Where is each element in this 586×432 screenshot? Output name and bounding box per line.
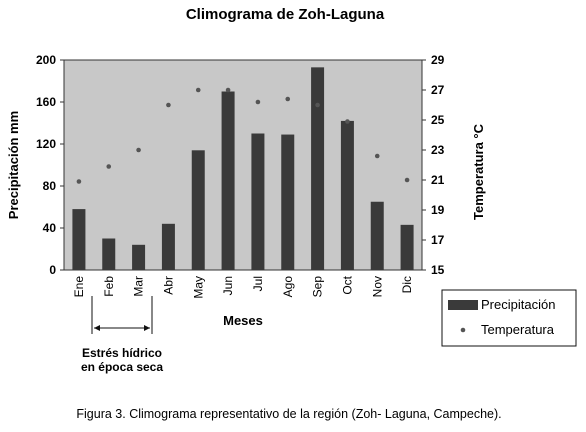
figure-caption: Figura 3. Climograma representativo de l…	[76, 407, 501, 421]
month-label-abr: Abr	[161, 276, 175, 295]
month-label-dic: Dic	[400, 276, 414, 293]
right-tick-label: 19	[431, 203, 445, 217]
right-tick-label: 21	[431, 173, 445, 187]
legend-temperature-label: Temperatura	[481, 322, 555, 337]
left-tick-label: 120	[36, 137, 56, 151]
temperature-point-abr	[166, 102, 171, 108]
right-tick-label: 29	[431, 53, 445, 67]
precipitation-bar-jul	[251, 133, 265, 270]
temperature-point-ene	[76, 179, 82, 184]
precipitation-bar-ene	[72, 209, 86, 270]
left-axis-ticks: 0 40 80 120 160 200	[36, 53, 64, 277]
temperature-point-jul	[255, 99, 261, 105]
month-label-ago: Ago	[281, 276, 295, 298]
month-label-mar: Mar	[132, 276, 146, 297]
precipitation-bar-oct	[340, 120, 354, 271]
precipitation-bar-jun	[221, 91, 235, 270]
left-tick-label: 0	[49, 263, 56, 277]
month-label-sep: Sep	[311, 276, 325, 298]
temperature-point-mar	[136, 147, 141, 153]
temperature-points	[76, 87, 410, 184]
temperature-point-dic	[404, 177, 410, 183]
month-label-jul: Jul	[251, 276, 265, 291]
precipitation-bars	[72, 67, 414, 271]
annotation-line-2: en época seca	[81, 360, 163, 374]
legend-box	[441, 289, 577, 347]
temperature-point-sep	[315, 102, 320, 108]
precipitation-bar-mar	[132, 244, 146, 270]
legend-precipitation-label: Precipitación	[481, 297, 555, 312]
right-tick-label: 17	[431, 233, 445, 247]
chart-title: Climograma de Zoh-Laguna	[186, 6, 385, 23]
temperature-point-feb	[106, 164, 112, 169]
y2-axis-label: Temperatura °C	[471, 123, 486, 220]
legend: Precipitación Temperatura	[441, 289, 577, 347]
legend-precipitation-swatch	[448, 300, 478, 310]
precipitation-bar-ago	[281, 134, 295, 270]
month-label-may: May	[191, 276, 205, 299]
month-label-ene: Ene	[72, 276, 86, 298]
annotation-bracket	[91, 296, 153, 334]
temperature-point-oct	[345, 119, 350, 124]
annotation-line-1: Estrés hídrico	[82, 346, 162, 360]
month-label-jun: Jun	[221, 276, 235, 295]
month-label-feb: Feb	[102, 276, 116, 297]
precipitation-bar-abr	[161, 223, 175, 270]
left-tick-label: 160	[36, 95, 56, 109]
right-tick-label: 15	[431, 263, 445, 277]
right-tick-label: 25	[431, 113, 445, 127]
right-axis-ticks: 15 17 19 21 23 25 27 29	[422, 53, 445, 277]
x-axis-label: Meses	[223, 313, 263, 328]
y-axis-label: Precipitación mm	[6, 111, 21, 219]
temperature-point-jun	[225, 87, 231, 93]
precipitation-bar-feb	[102, 238, 116, 270]
left-tick-label: 80	[43, 179, 57, 193]
month-label-nov: Nov	[370, 276, 384, 297]
left-tick-label: 40	[43, 221, 57, 235]
left-tick-label: 200	[36, 53, 56, 67]
precipitation-bar-dic	[400, 224, 414, 270]
temperature-point-may	[195, 87, 201, 93]
right-tick-label: 23	[431, 143, 445, 157]
right-tick-label: 27	[431, 83, 445, 97]
plot-area	[63, 59, 423, 271]
month-labels: Ene Feb Mar Abr May Jun Jul Ago Sep Oct Nov Dic	[72, 275, 414, 298]
temperature-point-nov	[374, 153, 380, 159]
temperature-point-ago	[285, 96, 291, 102]
precipitation-bar-may	[191, 150, 205, 270]
legend-temperature-marker	[460, 327, 466, 333]
precipitation-bar-sep	[311, 67, 325, 270]
precipitation-bar-nov	[370, 201, 384, 270]
month-label-oct: Oct	[340, 275, 354, 294]
